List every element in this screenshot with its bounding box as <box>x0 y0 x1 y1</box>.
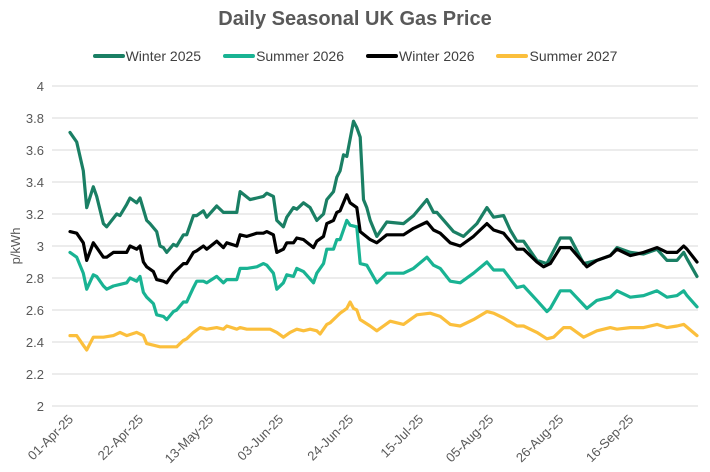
chart-title: Daily Seasonal UK Gas Price <box>218 8 492 30</box>
y-tick-label: 2.6 <box>26 303 44 318</box>
x-tick-label: 26-Aug-25 <box>513 412 567 466</box>
y-tick-label: 2.4 <box>26 335 44 350</box>
series-line-winter-2026 <box>68 193 699 285</box>
legend-label: Summer 2026 <box>256 48 344 64</box>
y-axis-label: p/kWh <box>8 228 23 265</box>
legend-swatch <box>223 54 256 58</box>
legend-label: Winter 2026 <box>399 48 475 64</box>
x-tick-label: 05-Aug-25 <box>443 412 497 466</box>
y-tick-label: 2.8 <box>26 271 44 286</box>
y-tick-label: 2.2 <box>26 367 44 382</box>
y-tick-label: 3.8 <box>26 111 44 126</box>
legend-label: Winter 2025 <box>125 48 202 64</box>
y-tick-label: 3.2 <box>26 207 44 222</box>
y-tick-label: 3.4 <box>26 175 44 190</box>
y-tick-label: 3.6 <box>26 143 44 158</box>
y-tick-label: 3 <box>37 239 44 254</box>
legend-item-summer-2026: Summer 2026 <box>223 48 344 64</box>
x-tick-label: 01-Apr-25 <box>25 412 76 463</box>
series-line-summer-2027 <box>68 300 699 352</box>
legend-swatch <box>366 54 398 58</box>
legend: Winter 2025 Summer 2026 Winter 2026 Summ… <box>0 48 710 64</box>
legend-item-winter-2025: Winter 2025 <box>92 48 202 64</box>
y-tick-label: 2 <box>37 399 44 414</box>
x-tick-label: 24-Jun-25 <box>304 412 356 464</box>
legend-item-summer-2027: Summer 2027 <box>496 48 617 64</box>
x-tick-label: 03-Jun-25 <box>234 412 286 464</box>
x-tick-label: 13-May-25 <box>162 412 217 467</box>
legend-swatch <box>92 54 125 58</box>
legend-item-winter-2026: Winter 2026 <box>366 48 474 64</box>
legend-label: Summer 2027 <box>529 48 618 64</box>
x-tick-label: 16-Sep-25 <box>583 412 637 466</box>
series-line-winter-2025 <box>68 119 699 278</box>
y-tick-label: 4 <box>37 79 44 94</box>
series-line-summer-2026 <box>68 218 699 322</box>
x-tick-label: 22-Apr-25 <box>95 412 146 463</box>
legend-swatch <box>496 54 529 58</box>
x-tick-label: 15-Jul-25 <box>377 412 426 461</box>
